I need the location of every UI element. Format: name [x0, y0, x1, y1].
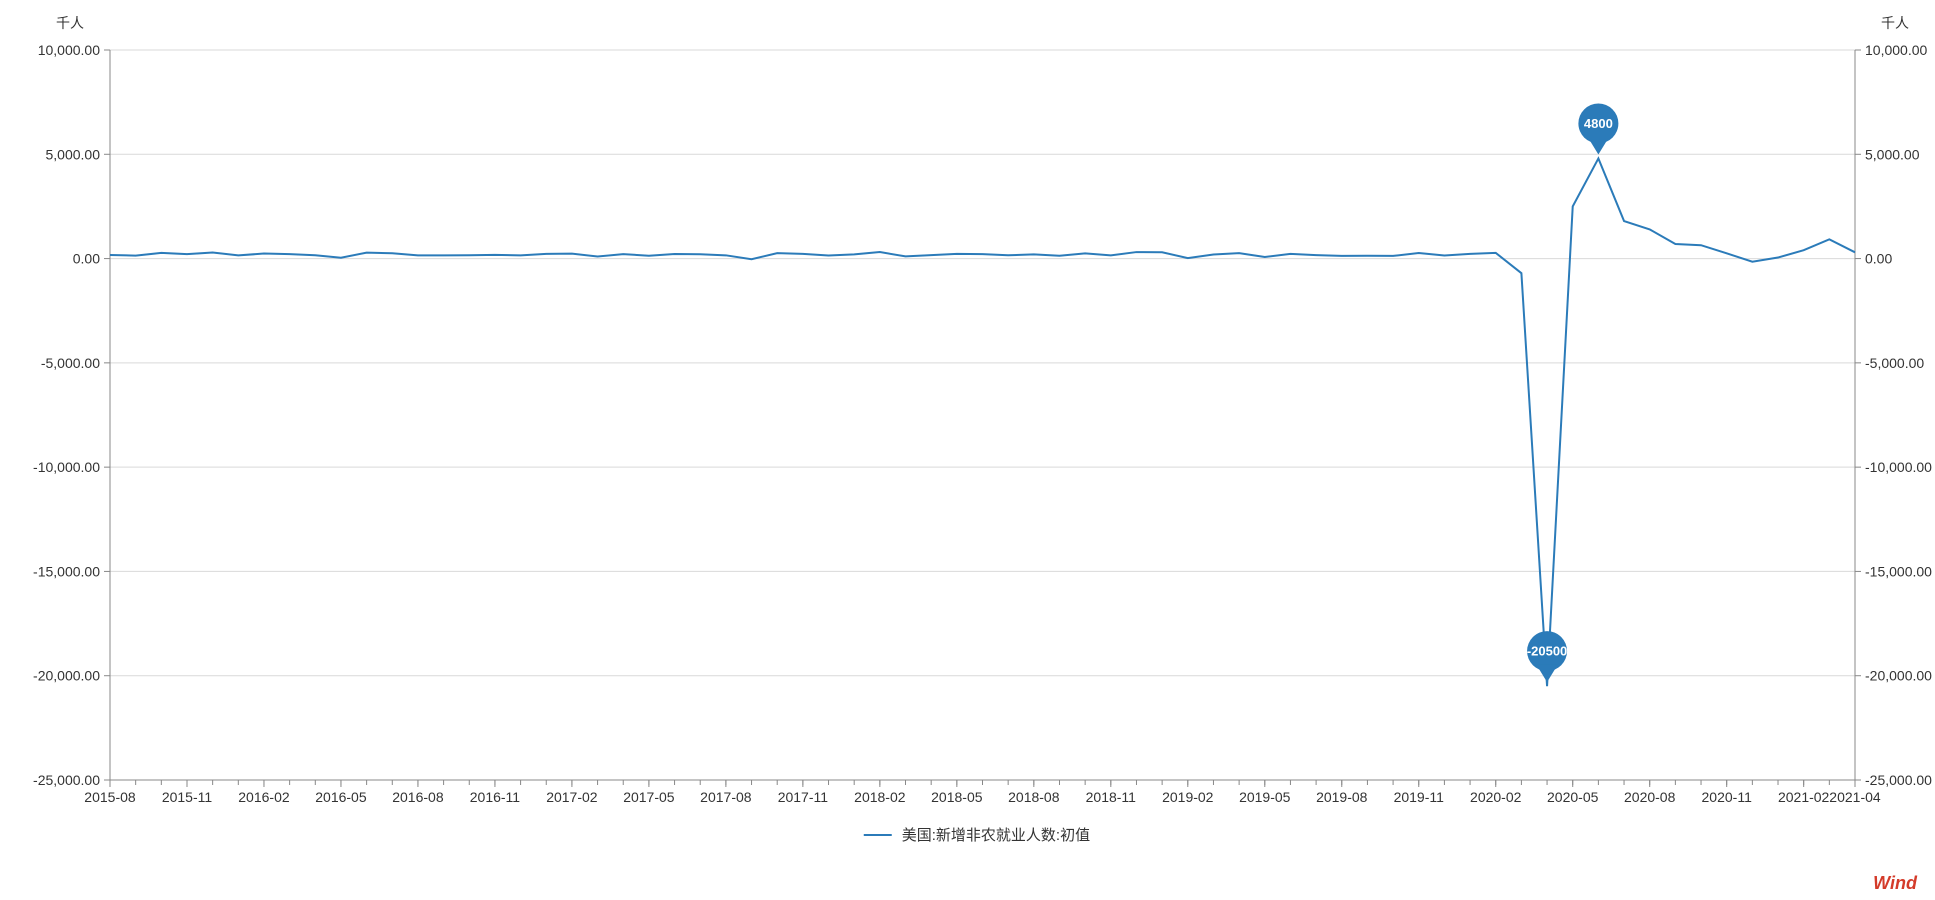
x-tick: 2016-08 [392, 789, 444, 805]
x-tick: 2019-02 [1162, 789, 1214, 805]
y-tick-left: -10,000.00 [33, 459, 100, 475]
annotation-label: -20500 [1527, 644, 1567, 659]
y-tick-left: -5,000.00 [41, 355, 100, 371]
x-tick: 2019-05 [1239, 789, 1291, 805]
x-tick: 2017-05 [623, 789, 675, 805]
x-tick: 2015-08 [84, 789, 136, 805]
x-tick: 2018-05 [931, 789, 983, 805]
y-tick-right: -5,000.00 [1865, 355, 1924, 371]
y-tick-right: -10,000.00 [1865, 459, 1932, 475]
line-chart: -25,000.00 -25,000.00 -20,000.00 -20,000.00… [0, 0, 1935, 900]
y-unit-left: 千人 [56, 15, 84, 31]
x-tick: 2018-11 [1086, 789, 1137, 805]
annotation-label: 4800 [1584, 116, 1613, 131]
x-tick: 2015-11 [162, 789, 213, 805]
x-tick: 2016-05 [315, 789, 367, 805]
x-tick: 2017-02 [546, 789, 598, 805]
x-tick: 2019-08 [1316, 789, 1368, 805]
x-tick: 2020-11 [1702, 789, 1753, 805]
x-tick: 2020-08 [1624, 789, 1676, 805]
y-tick-left: -20,000.00 [33, 668, 100, 684]
y-tick-right: 10,000.00 [1865, 42, 1927, 58]
y-unit-right: 千人 [1881, 15, 1909, 31]
y-tick-left: -25,000.00 [33, 772, 100, 788]
y-tick-right: -15,000.00 [1865, 563, 1932, 579]
y-tick-right: 5,000.00 [1865, 146, 1920, 162]
y-tick-right: 0.00 [1865, 251, 1892, 267]
x-tick: 2016-02 [238, 789, 290, 805]
x-tick: 2019-11 [1394, 789, 1445, 805]
watermark: Wind [1873, 873, 1917, 894]
x-tick: 2021-02 [1778, 789, 1830, 805]
x-tick: 2021-04 [1829, 789, 1881, 805]
legend-label: 美国:新增非农就业人数:初值 [902, 827, 1090, 844]
x-tick: 2017-11 [778, 789, 829, 805]
x-tick: 2016-11 [470, 789, 521, 805]
x-tick: 2017-08 [700, 789, 752, 805]
x-tick: 2020-05 [1547, 789, 1599, 805]
x-tick: 2018-02 [854, 789, 906, 805]
chart-container: -25,000.00 -25,000.00 -20,000.00 -20,000.00… [0, 0, 1935, 900]
y-tick-left: 5,000.00 [46, 146, 101, 162]
y-tick-right: -25,000.00 [1865, 772, 1932, 788]
y-tick-left: -15,000.00 [33, 563, 100, 579]
y-tick-right: -20,000.00 [1865, 668, 1932, 684]
x-tick: 2020-02 [1470, 789, 1522, 805]
y-tick-left: 0.00 [73, 251, 100, 267]
x-tick: 2018-08 [1008, 789, 1060, 805]
y-tick-left: 10,000.00 [38, 42, 100, 58]
